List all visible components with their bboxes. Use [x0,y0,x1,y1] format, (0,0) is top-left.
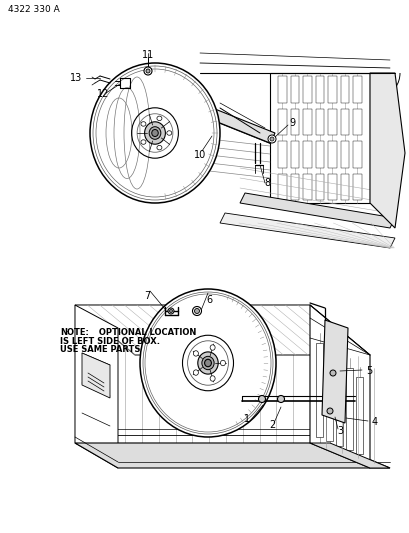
Polygon shape [277,174,286,200]
Polygon shape [75,305,309,443]
Polygon shape [352,109,361,135]
Polygon shape [302,109,311,135]
Ellipse shape [277,395,284,402]
Ellipse shape [193,351,198,356]
Polygon shape [356,377,363,454]
Ellipse shape [201,357,213,370]
Ellipse shape [220,360,225,366]
Text: IS LEFT SIDE OF BOX.: IS LEFT SIDE OF BOX. [60,337,160,346]
Polygon shape [302,141,311,167]
Ellipse shape [204,359,211,367]
Text: 5: 5 [365,366,371,376]
Ellipse shape [193,370,198,375]
Text: 7: 7 [144,291,150,301]
Ellipse shape [149,127,160,139]
Polygon shape [277,141,286,167]
Ellipse shape [197,352,218,374]
Polygon shape [316,343,323,437]
Polygon shape [369,73,404,228]
Polygon shape [82,353,110,398]
Polygon shape [340,109,348,135]
Ellipse shape [166,131,171,135]
Polygon shape [309,443,389,468]
Polygon shape [321,320,347,423]
Ellipse shape [209,345,215,350]
Ellipse shape [157,146,162,150]
Polygon shape [290,76,299,102]
Text: 2: 2 [268,420,274,430]
Polygon shape [352,76,361,102]
Ellipse shape [194,309,199,313]
Ellipse shape [139,289,275,437]
Polygon shape [315,76,324,102]
Polygon shape [315,109,324,135]
Polygon shape [195,103,274,143]
Text: 6: 6 [205,295,211,305]
Polygon shape [327,174,336,200]
Ellipse shape [157,116,162,120]
Polygon shape [327,141,336,167]
Ellipse shape [169,310,172,312]
Polygon shape [352,174,361,200]
Ellipse shape [144,122,165,144]
Ellipse shape [144,67,152,75]
Ellipse shape [329,370,335,376]
Ellipse shape [258,395,265,402]
Polygon shape [290,174,299,200]
Text: 8: 8 [263,178,270,188]
Polygon shape [270,73,369,203]
Polygon shape [315,141,324,167]
Polygon shape [346,368,353,450]
Ellipse shape [267,135,275,143]
Text: NOTE:: NOTE: [60,328,89,337]
Polygon shape [340,76,348,102]
Polygon shape [326,352,333,441]
Ellipse shape [90,63,220,203]
Text: 12: 12 [97,89,109,99]
Text: 1: 1 [243,414,249,424]
Polygon shape [327,109,336,135]
Polygon shape [352,141,361,167]
Polygon shape [239,193,394,228]
Polygon shape [277,76,286,102]
Text: USE SAME PARTS: USE SAME PARTS [60,345,140,354]
Polygon shape [302,76,311,102]
Polygon shape [309,305,369,468]
Polygon shape [75,305,369,355]
Text: 4322 330 A: 4322 330 A [8,5,60,14]
Polygon shape [75,305,118,468]
Ellipse shape [151,130,158,136]
Polygon shape [336,360,343,446]
Polygon shape [340,141,348,167]
Ellipse shape [209,376,215,381]
Polygon shape [327,76,336,102]
Ellipse shape [141,140,146,144]
Ellipse shape [168,308,173,314]
Ellipse shape [270,137,273,141]
Text: OPTIONAL LOCATION: OPTIONAL LOCATION [96,328,196,337]
Polygon shape [290,109,299,135]
Text: 9: 9 [288,118,294,128]
Polygon shape [277,109,286,135]
Ellipse shape [192,306,201,316]
Polygon shape [302,174,311,200]
Ellipse shape [141,122,146,126]
Ellipse shape [326,408,332,414]
Polygon shape [315,174,324,200]
Text: 10: 10 [193,150,206,160]
Text: 11: 11 [142,50,154,60]
Polygon shape [340,174,348,200]
Text: 13: 13 [70,73,82,83]
Polygon shape [220,213,394,248]
Text: 3: 3 [336,426,342,436]
Text: 4: 4 [371,417,377,427]
Polygon shape [290,141,299,167]
Ellipse shape [146,69,150,73]
Polygon shape [75,443,389,468]
